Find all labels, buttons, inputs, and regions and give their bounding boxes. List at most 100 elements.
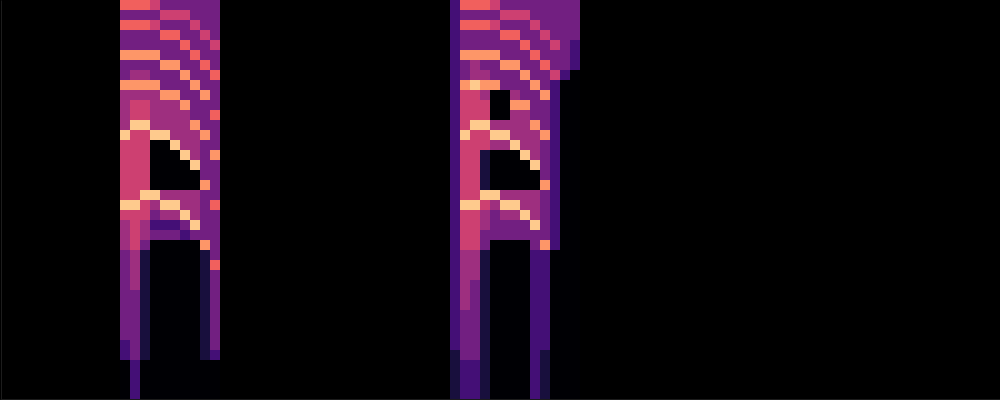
heatmap-cell bbox=[130, 90, 140, 100]
heatmap-cell bbox=[210, 210, 220, 220]
heatmap-cell bbox=[480, 100, 490, 110]
heatmap-cell bbox=[500, 360, 510, 370]
heatmap-cell bbox=[470, 160, 480, 170]
heatmap-cell bbox=[540, 20, 550, 30]
heatmap-cell bbox=[490, 160, 500, 170]
heatmap-cell bbox=[150, 110, 160, 120]
heatmap-cell bbox=[170, 210, 180, 220]
heatmap-cell bbox=[520, 200, 530, 210]
heatmap-cell bbox=[160, 350, 170, 360]
heatmap-cell bbox=[200, 360, 210, 370]
heatmap-cell bbox=[480, 80, 490, 90]
heatmap-cell bbox=[470, 0, 480, 10]
heatmap-cell bbox=[470, 260, 480, 270]
chart bbox=[0, 0, 1000, 400]
heatmap-cell bbox=[550, 220, 560, 230]
heatmap-cell bbox=[170, 160, 180, 170]
heatmap-cell bbox=[190, 240, 200, 250]
heatmap-cell bbox=[570, 270, 580, 280]
heatmap-cell bbox=[120, 230, 130, 240]
heatmap-cell bbox=[130, 360, 140, 370]
heatmap-cell bbox=[500, 220, 510, 230]
heatmap-cell bbox=[200, 300, 210, 310]
heatmap-cell bbox=[460, 10, 470, 20]
heatmap-cell bbox=[510, 90, 520, 100]
heatmap-cell bbox=[160, 240, 170, 250]
heatmap-cell bbox=[130, 0, 140, 10]
heatmap-cell bbox=[560, 210, 570, 220]
heatmap-cell bbox=[510, 320, 520, 330]
heatmap-cell bbox=[160, 340, 170, 350]
heatmap-cell bbox=[530, 240, 540, 250]
heatmap-cell bbox=[560, 10, 570, 20]
heatmap-cell bbox=[450, 140, 460, 150]
heatmap-cell bbox=[540, 240, 550, 250]
heatmap-cell bbox=[150, 180, 160, 190]
heatmap-cell bbox=[120, 60, 130, 70]
heatmap-cell bbox=[500, 60, 510, 70]
heatmap-cell bbox=[470, 390, 480, 400]
heatmap-cell bbox=[170, 10, 180, 20]
heatmap-cell bbox=[560, 160, 570, 170]
heatmap-cell bbox=[170, 40, 180, 50]
heatmap-cell bbox=[570, 350, 580, 360]
heatmap-cell bbox=[540, 50, 550, 60]
heatmap-cell bbox=[510, 80, 520, 90]
heatmap-cell bbox=[130, 270, 140, 280]
heatmap-cell bbox=[450, 310, 460, 320]
heatmap-cell bbox=[140, 180, 150, 190]
heatmap-cell bbox=[560, 270, 570, 280]
heatmap-cell bbox=[490, 20, 500, 30]
heatmap-cell bbox=[190, 270, 200, 280]
heatmap-cell bbox=[550, 90, 560, 100]
heatmap-cell bbox=[490, 200, 500, 210]
heatmap-cell bbox=[180, 260, 190, 270]
heatmap-cell bbox=[200, 70, 210, 80]
heatmap-cell bbox=[450, 150, 460, 160]
heatmap-cell bbox=[210, 50, 220, 60]
heatmap-cell bbox=[480, 10, 490, 20]
heatmap-cell bbox=[160, 60, 170, 70]
heatmap-cell bbox=[560, 60, 570, 70]
heatmap-cell bbox=[450, 90, 460, 100]
heatmap-cell bbox=[480, 160, 490, 170]
heatmap-cell bbox=[200, 80, 210, 90]
heatmap-cell bbox=[200, 250, 210, 260]
heatmap-cell bbox=[180, 220, 190, 230]
heatmap-cell bbox=[500, 290, 510, 300]
heatmap-cell bbox=[510, 330, 520, 340]
heatmap-cell bbox=[140, 80, 150, 90]
heatmap-cell bbox=[460, 390, 470, 400]
heatmap-cell bbox=[560, 180, 570, 190]
heatmap-cell bbox=[550, 280, 560, 290]
heatmap-cell bbox=[520, 90, 530, 100]
heatmap-cell bbox=[530, 100, 540, 110]
heatmap-cell bbox=[140, 270, 150, 280]
heatmap-cell bbox=[550, 180, 560, 190]
heatmap-cell bbox=[180, 70, 190, 80]
heatmap-cell bbox=[560, 350, 570, 360]
heatmap-cell bbox=[450, 370, 460, 380]
heatmap-cell bbox=[170, 180, 180, 190]
heatmap-cell bbox=[490, 60, 500, 70]
heatmap-cell bbox=[480, 200, 490, 210]
heatmap-cell bbox=[480, 270, 490, 280]
heatmap-cell bbox=[120, 90, 130, 100]
heatmap-cell bbox=[480, 300, 490, 310]
heatmap-cell bbox=[540, 370, 550, 380]
heatmap-cell bbox=[560, 90, 570, 100]
heatmap-cell bbox=[210, 100, 220, 110]
heatmap-cell bbox=[480, 330, 490, 340]
heatmap-cell bbox=[130, 260, 140, 270]
heatmap-cell bbox=[120, 220, 130, 230]
heatmap-cell bbox=[130, 190, 140, 200]
heatmap-cell bbox=[530, 110, 540, 120]
heatmap-cell bbox=[510, 20, 520, 30]
heatmap-cell bbox=[200, 50, 210, 60]
heatmap-cell bbox=[530, 390, 540, 400]
heatmap-cell bbox=[200, 310, 210, 320]
heatmap-cell bbox=[200, 390, 210, 400]
heatmap-cell bbox=[190, 120, 200, 130]
heatmap-cell bbox=[500, 350, 510, 360]
heatmap-cell bbox=[160, 110, 170, 120]
